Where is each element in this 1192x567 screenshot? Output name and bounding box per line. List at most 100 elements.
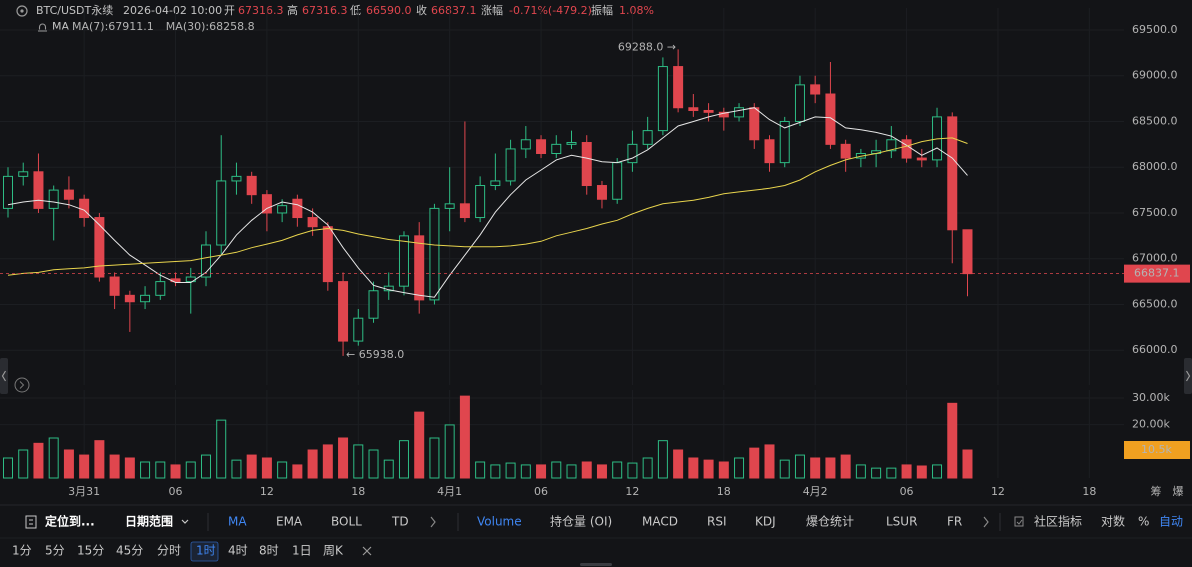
sub-indicator-button[interactable]: 持仓量 (OI) [550, 514, 612, 529]
field-value: 67316.3 [302, 4, 348, 17]
field-label: 低 [350, 4, 361, 17]
candle-body [414, 235, 425, 301]
volume-bar [536, 464, 547, 479]
volume-bar [185, 461, 196, 479]
candle-body [703, 109, 714, 113]
candle-body [779, 120, 790, 164]
drag-handle [580, 563, 612, 566]
volume-bar [627, 462, 638, 479]
indicator-button[interactable]: TD [391, 515, 409, 529]
volume-bar [124, 457, 135, 479]
volume-bar [551, 461, 562, 479]
volume-bar [292, 464, 303, 479]
volume-bar [383, 459, 394, 479]
goto-button[interactable]: 定位到... [45, 514, 95, 529]
date-range-button[interactable]: 日期范围 [125, 514, 173, 529]
candle-body [261, 194, 272, 214]
interval-button[interactable]: 1时 [196, 544, 216, 558]
candle-body [536, 139, 547, 154]
volume-bar [429, 437, 440, 479]
field-label: 高 [287, 3, 298, 17]
y-tick-label: 68500.0 [1132, 114, 1178, 127]
volume-bar [490, 464, 501, 479]
candle-body [551, 143, 562, 154]
side-label[interactable]: 筹 [1151, 484, 1162, 498]
sub-indicator-button[interactable]: MACD [642, 515, 678, 529]
log-button[interactable]: 对数 [1101, 514, 1125, 529]
volume-bar [368, 449, 379, 479]
field-label: 振幅 [591, 3, 613, 17]
candle-body [886, 139, 897, 152]
sub-indicator-button[interactable]: RSI [707, 515, 727, 529]
indicator-button[interactable]: MA [228, 515, 247, 529]
interval-button[interactable]: 1分 [12, 544, 32, 558]
candle-body [109, 276, 120, 296]
volume-bar [840, 454, 851, 479]
indicator-button[interactable]: BOLL [331, 515, 362, 529]
interval-button[interactable]: 周K [323, 544, 344, 558]
y-tick-label: 67000.0 [1132, 252, 1178, 265]
candle-body [18, 171, 29, 177]
volume-bar [94, 440, 105, 479]
candle-body [612, 162, 623, 200]
current-volume-label: 10.5k [1141, 443, 1172, 456]
volume-bar [855, 464, 866, 479]
candle-body [673, 66, 684, 109]
candle-body [140, 294, 151, 303]
interval-button[interactable]: 8时 [259, 544, 279, 558]
volume-bar [33, 442, 44, 479]
candle-body [155, 281, 166, 296]
sub-indicator-button[interactable]: FR [947, 515, 962, 529]
interval-button[interactable]: 15分 [77, 544, 104, 558]
more-arrow[interactable] [430, 516, 436, 528]
candle-body [642, 130, 653, 145]
volume-bar [825, 457, 836, 479]
more-arrow[interactable] [983, 516, 989, 528]
volume-bar [642, 457, 653, 479]
ma-line [7, 107, 968, 298]
eye-icon[interactable] [16, 5, 28, 17]
field-value: -0.71%(-479.2) [509, 4, 592, 17]
candle-body [307, 217, 318, 228]
close-icon[interactable] [362, 546, 372, 556]
volume-bar [749, 447, 760, 479]
candle-body [48, 189, 59, 209]
interval-button[interactable]: 5分 [45, 544, 65, 558]
interval-button[interactable]: 4时 [228, 544, 248, 558]
volume-bar [901, 464, 912, 479]
x-tick-label: 12 [260, 485, 274, 498]
interval-button[interactable]: 45分 [116, 544, 143, 558]
candle-body [764, 139, 775, 164]
indicator-button[interactable]: EMA [276, 515, 303, 529]
x-tick-label: 18 [351, 485, 365, 498]
candle-body [398, 235, 409, 287]
x-tick-label: 18 [717, 485, 731, 498]
left-handle[interactable] [0, 358, 8, 394]
x-tick-label: 18 [1082, 485, 1096, 498]
community-button[interactable]: 社区指标 [1034, 514, 1082, 529]
volume-bar [109, 454, 120, 479]
field-value: 67316.3 [238, 4, 284, 17]
candle-body [627, 143, 638, 164]
auto-button[interactable]: 自动 [1159, 515, 1183, 529]
side-label[interactable]: 爆 [1173, 484, 1184, 498]
interval-button[interactable]: 分时 [157, 544, 181, 558]
nav-icon[interactable] [14, 377, 30, 393]
percent-button[interactable]: % [1138, 515, 1149, 529]
interval-button[interactable]: 1日 [292, 544, 312, 558]
y-tick-label: 66000.0 [1132, 343, 1178, 356]
x-tick-label: 12 [625, 485, 639, 498]
sub-indicator-button[interactable]: Volume [477, 515, 522, 529]
sub-indicator-button[interactable]: KDJ [755, 515, 776, 529]
right-handle[interactable] [1184, 358, 1192, 394]
sub-indicator-button[interactable]: 爆仓统计 [806, 515, 854, 529]
volume-bar [155, 461, 166, 479]
sub-indicator-button[interactable]: LSUR [886, 515, 917, 529]
indicator-name: MA [52, 20, 69, 33]
volume-bar [871, 467, 882, 479]
volume-bar [916, 465, 927, 479]
volume-bar [505, 462, 516, 479]
bell-icon[interactable] [38, 23, 47, 32]
